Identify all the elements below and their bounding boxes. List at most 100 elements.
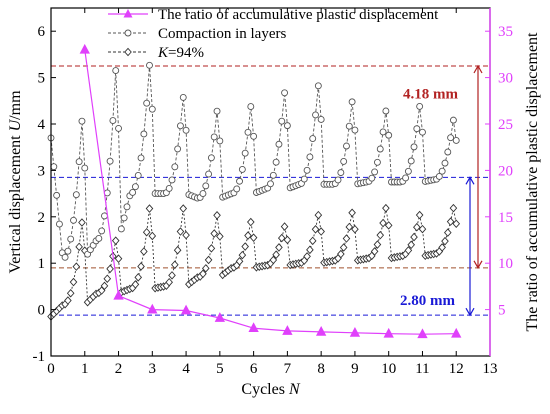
- x-tick-label: 3: [149, 361, 157, 377]
- series-k94-point: [277, 233, 286, 243]
- legend-marker-ratio: [123, 9, 133, 18]
- series-k94-point: [182, 230, 190, 240]
- series-layers-point: [413, 125, 421, 133]
- legend-label-ratio: The ratio of accumulative plastic displa…: [158, 7, 439, 23]
- series-k94-point: [438, 243, 446, 252]
- series-ratio-point: [417, 328, 428, 339]
- series-layers-point: [202, 182, 210, 190]
- series-k94-point: [75, 242, 83, 252]
- series-k94-point: [142, 227, 151, 237]
- y-left-tick-label: 1: [38, 256, 46, 272]
- series-layers-point: [165, 184, 173, 192]
- series-layers-point: [447, 134, 455, 142]
- x-tick-label: 12: [449, 361, 464, 377]
- series-layers-point: [131, 183, 139, 191]
- series-ratio-point: [113, 289, 124, 300]
- series-k94-point: [179, 204, 188, 213]
- series-k94-point: [407, 240, 416, 250]
- series-layers-point: [176, 122, 184, 130]
- arrow-blue-head-top: [465, 176, 475, 185]
- annotation-blue-label: 2.80 mm: [400, 293, 455, 309]
- y-right-tick-label: 25: [498, 117, 513, 133]
- series-layers-point: [343, 142, 350, 150]
- series-ratio-point: [147, 303, 158, 314]
- series-ratio-point: [214, 312, 226, 322]
- series-layers-point: [75, 158, 83, 166]
- series-k94-point: [269, 255, 278, 265]
- series-layers-point: [171, 163, 179, 171]
- series-layers-point: [351, 126, 359, 134]
- series-layers-point: [134, 171, 142, 179]
- series-k94-point: [351, 224, 359, 234]
- series-k94-point: [376, 230, 385, 240]
- series-layers-point: [53, 191, 61, 199]
- series-k94-point: [176, 227, 185, 236]
- y-left-title-var: U: [7, 118, 24, 131]
- series-layers-point: [410, 143, 418, 151]
- y-left-title-main: Vertical displacement: [7, 131, 24, 273]
- series-layers-point: [373, 158, 381, 166]
- series-layers-point: [98, 227, 106, 235]
- series-ratio-point: [315, 326, 327, 336]
- series-layers-point: [213, 107, 221, 115]
- series-layers-point: [345, 122, 353, 130]
- series-k94-point: [173, 245, 182, 255]
- series-k94-point: [418, 224, 427, 234]
- series-layers-point: [109, 117, 117, 125]
- series-layers-point: [205, 170, 213, 178]
- x-tick-label: 6: [250, 361, 258, 377]
- series-k94-point: [213, 211, 221, 220]
- series-layers-point: [312, 111, 319, 119]
- series-k94-point: [111, 236, 120, 245]
- series-layers-point: [207, 154, 215, 162]
- series-k94-point: [171, 260, 179, 270]
- series-layers-point: [385, 131, 393, 139]
- series-k94-point: [446, 217, 455, 226]
- series-ratio-point: [451, 327, 462, 338]
- series-layers-point: [146, 61, 153, 69]
- series-layers-point: [376, 145, 384, 153]
- series-k94-point: [441, 236, 449, 246]
- series-layers-point: [199, 190, 207, 198]
- series-ratio-point: [248, 322, 259, 333]
- series-layers-point: [140, 130, 148, 138]
- series-layers-point: [55, 220, 63, 228]
- series-k94-point: [114, 254, 123, 263]
- series-layers-point: [272, 158, 280, 166]
- series-k94-point: [314, 210, 323, 220]
- y-right-tick-label: 5: [498, 303, 506, 319]
- series-layers-point: [441, 159, 449, 167]
- series-layers-point: [444, 148, 452, 156]
- arrow-red-head-top: [473, 64, 483, 74]
- series-k94-point: [66, 288, 75, 298]
- y-left-tick-label: 0: [38, 303, 46, 319]
- y-left-tick-label: 4: [38, 117, 46, 133]
- x-axis-title: Cycles N: [241, 381, 301, 398]
- x-tick-label: 10: [381, 361, 396, 377]
- series-k94-point: [370, 247, 379, 256]
- series-layers-point: [337, 169, 345, 177]
- series-layers-point: [137, 154, 145, 162]
- x-tick-label: 7: [284, 361, 292, 377]
- series-k94-point: [134, 273, 143, 282]
- series-layers-point: [402, 174, 410, 182]
- series-layers-point: [419, 128, 426, 136]
- x-axis-title-main: Cycles: [241, 381, 289, 398]
- series-layers-point: [72, 191, 80, 199]
- legend-k-var: K: [157, 45, 169, 61]
- x-tick-label: 9: [351, 361, 359, 377]
- series-layers-point: [238, 165, 246, 173]
- series-layers-point: [233, 185, 241, 193]
- y-left-tick-label: -1: [33, 349, 46, 365]
- series-layers-point: [348, 98, 356, 106]
- series-layers-point: [95, 235, 103, 242]
- series-layers-point: [216, 137, 224, 145]
- legend-label-k94: K=94%: [157, 45, 204, 61]
- series-layers-point: [129, 188, 137, 196]
- series-layers-point: [117, 225, 125, 233]
- annotations: 4.18 mm 2.80 mm: [400, 86, 458, 308]
- series-layers-point: [179, 93, 187, 101]
- series-layers-point: [115, 124, 122, 132]
- series-k94-point: [244, 231, 252, 240]
